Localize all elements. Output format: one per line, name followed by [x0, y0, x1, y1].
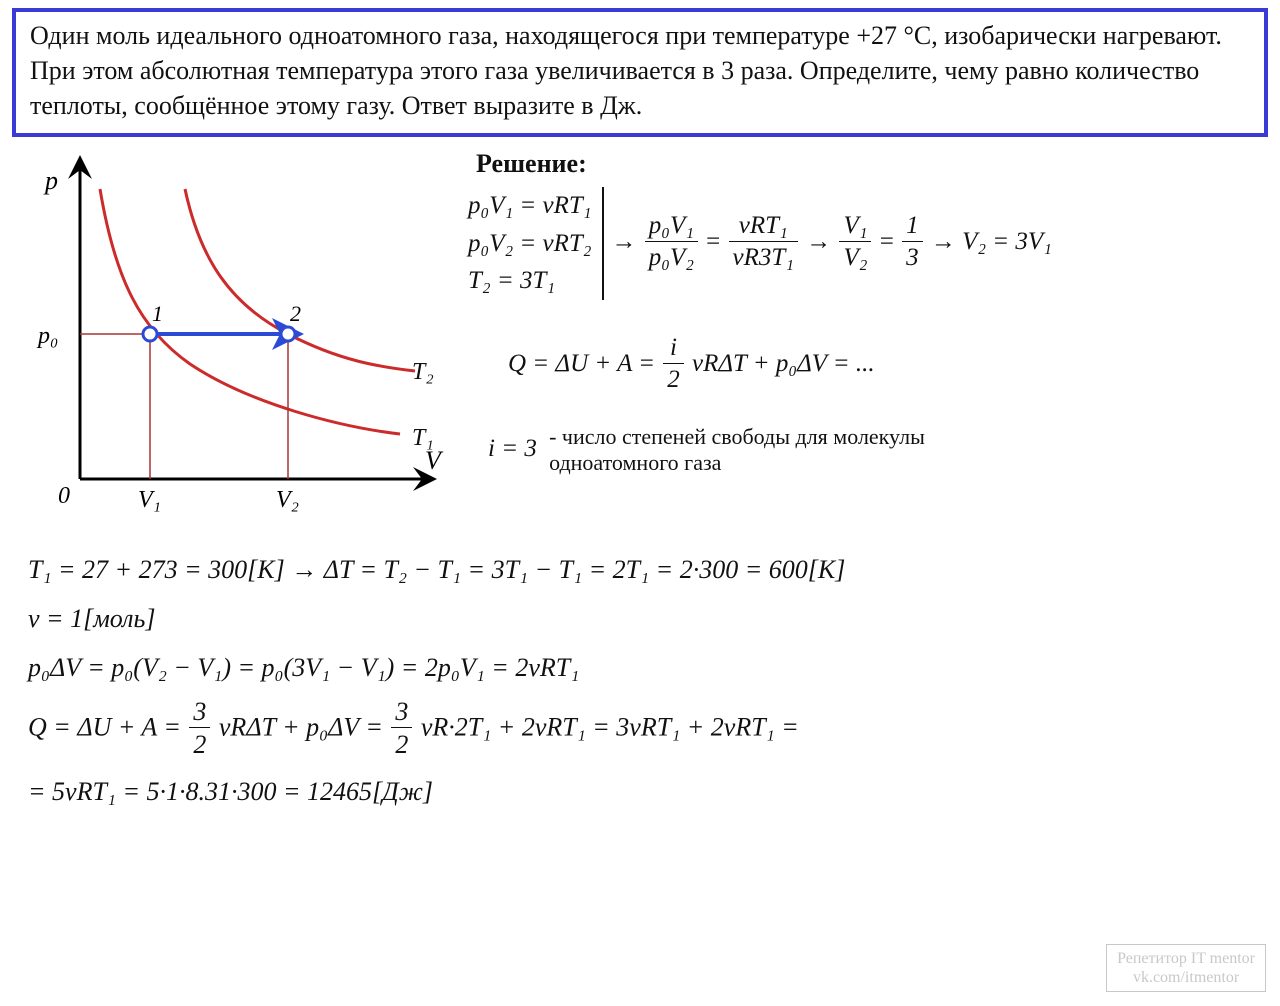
t1-label: T₁: [412, 425, 434, 451]
v2-label: V₂: [276, 487, 299, 513]
isotherm-upper: [185, 189, 415, 371]
line-nu: ν = 1[моль]: [28, 599, 1252, 638]
origin-label: 0: [58, 483, 70, 509]
dof-note: - число степеней свободы для молекулы од…: [549, 424, 989, 477]
watermark: Репетитор IT mentor vk.com/itmentor: [1106, 944, 1266, 992]
system-line-3: T₂ = 3T₁: [468, 262, 592, 300]
solution-column: Решение: p₀V₁ = νRT₁ p₀V₂ = νRT₂ T₂ = 3T…: [450, 149, 1260, 477]
solution-title: Решение:: [476, 149, 1260, 179]
watermark-line2: vk.com/itmentor: [1117, 968, 1255, 987]
line-pdv: p₀ΔV = p₀(V₂ − V₁) = p₀(3V₁ − V₁) = 2p₀V…: [28, 648, 1252, 687]
problem-statement: Один моль идеального одноатомного газа, …: [12, 8, 1268, 137]
derivation: T₁ = 27 + 273 = 300[K] → ΔT = T₂ − T₁ = …: [0, 534, 1280, 811]
point-2: [281, 327, 295, 341]
point-1: [143, 327, 157, 341]
watermark-line1: Репетитор IT mentor: [1117, 949, 1255, 968]
point-2-label: 2: [290, 301, 301, 326]
system-line-1: p₀V₁ = νRT₁: [468, 187, 592, 225]
line-Q1: Q = ΔU + A = 32 νRΔT + p₀ΔV = 32 νR·2T₁ …: [28, 697, 1252, 762]
v1-label: V₁: [138, 487, 161, 513]
line-T: T₁ = 27 + 273 = 300[K] → ΔT = T₂ − T₁ = …: [28, 550, 1252, 589]
v2-eq: V₂ = 3V₁: [962, 228, 1052, 255]
system-block: p₀V₁ = νRT₁ p₀V₂ = νRT₂ T₂ = 3T₁: [468, 187, 604, 300]
pv-diagram: p V 0 path[data-name="isotherm-t1"]{disp…: [20, 149, 450, 534]
system-row: p₀V₁ = νRT₁ p₀V₂ = νRT₂ T₂ = 3T₁ → p₀V₁p…: [468, 187, 1260, 300]
p0-label: p₀: [36, 323, 58, 349]
middle-section: p V 0 path[data-name="isotherm-t1"]{disp…: [0, 149, 1280, 534]
i-definition: i = 3 - число степеней свободы для молек…: [488, 424, 1260, 477]
chain: → p₀V₁p₀V₂ = νRT₁νR3T₁ → V₁V₂ = 13 → V₂ …: [612, 212, 1052, 274]
pv-svg: p V 0 path[data-name="isotherm-t1"]{disp…: [20, 149, 450, 529]
isotherm-lower: [100, 189, 400, 434]
point-1-label: 1: [152, 301, 163, 326]
heat-equation: Q = ΔU + A = i2 νRΔT + p₀ΔV = ...: [508, 334, 1260, 396]
y-axis-label: p: [43, 166, 58, 195]
line-Q2: = 5νRT₁ = 5·1·8.31·300 = 12465[Дж]: [28, 772, 1252, 811]
problem-text: Один моль идеального одноатомного газа, …: [30, 21, 1222, 120]
system-line-2: p₀V₂ = νRT₂: [468, 225, 592, 263]
t2-label: T₂: [412, 359, 434, 385]
